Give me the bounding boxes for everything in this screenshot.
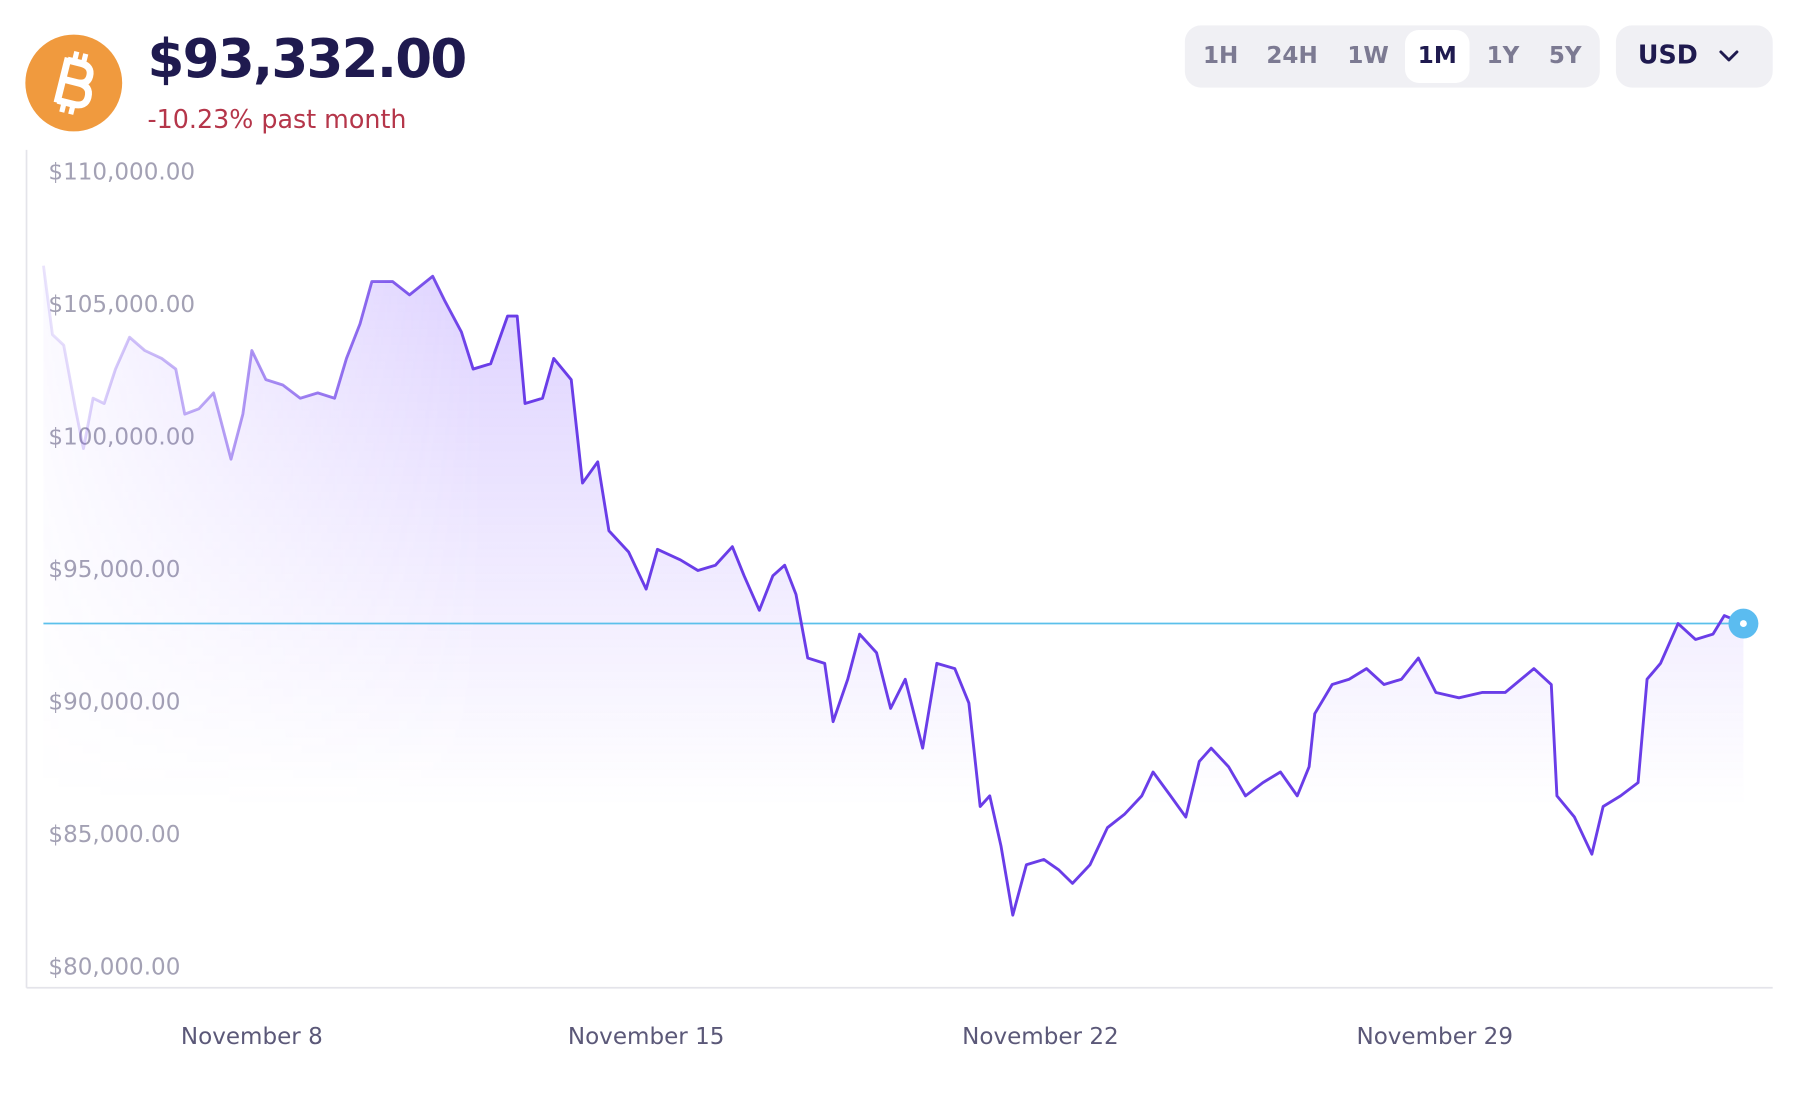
range-selector bbox=[1184, 25, 1600, 88]
range-button[interactable]: 1H bbox=[1203, 43, 1238, 69]
price: $93,332.00 bbox=[148, 28, 466, 90]
range-buttons: 1H 24H 1W 1M 1Y 5Y bbox=[1203, 29, 1582, 83]
currency-button[interactable] bbox=[1615, 25, 1773, 88]
bitcoin-icon bbox=[25, 34, 123, 132]
x-tick-label: November 29 bbox=[1356, 1024, 1513, 1050]
area bbox=[43, 265, 1744, 988]
range-selected-bg[interactable] bbox=[1405, 29, 1470, 83]
y-tick-label: $105,000.00 bbox=[48, 292, 195, 318]
x-tick-label: November 8 bbox=[181, 1024, 323, 1050]
range-button[interactable]: 1Y bbox=[1487, 43, 1520, 69]
content: $93,332.00 -10.23% past month 1H 24H 1W 1M 1… bbox=[25, 25, 1773, 1050]
price-change: -10.23% past month bbox=[148, 104, 407, 134]
range-button[interactable]: 1W bbox=[1347, 43, 1388, 69]
y-tick-label: $110,000.00 bbox=[48, 159, 195, 185]
current-point-center bbox=[1739, 620, 1747, 628]
price-line bbox=[42, 265, 1744, 917]
range-button[interactable]: 1M bbox=[1418, 43, 1457, 69]
x-tick-label: November 22 bbox=[962, 1024, 1119, 1050]
plot: $80,000.00$85,000.00$90,000.00$95,000.00… bbox=[42, 159, 1759, 1050]
range-button[interactable]: 5Y bbox=[1549, 43, 1582, 69]
currency-label[interactable]: USD bbox=[1638, 39, 1698, 69]
chevron bbox=[1719, 50, 1739, 62]
range-button[interactable]: 24H bbox=[1266, 43, 1317, 69]
currency-select[interactable]: USD bbox=[1615, 25, 1773, 88]
x-tick-label: November 15 bbox=[568, 1024, 725, 1050]
